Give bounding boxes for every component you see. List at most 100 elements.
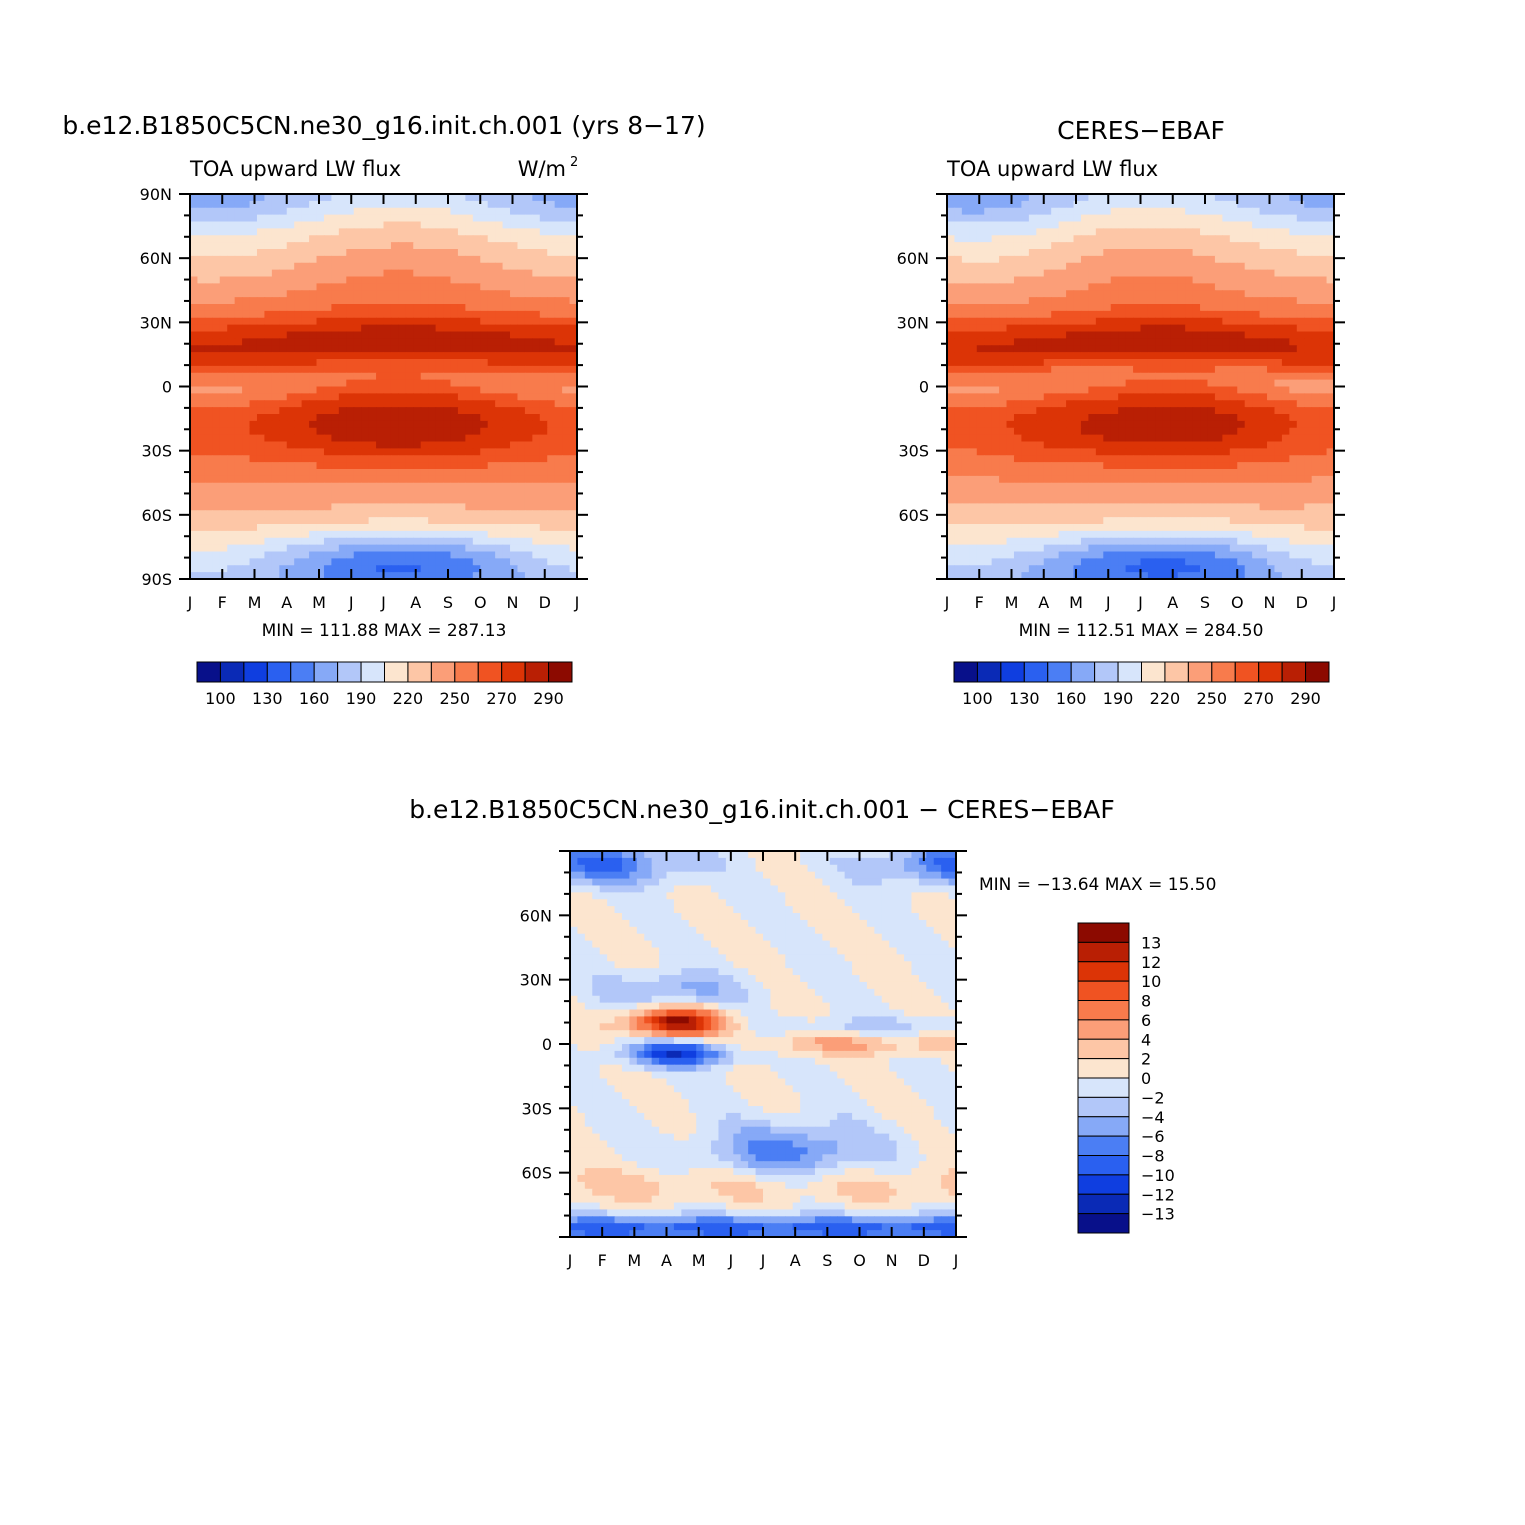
field-cell: [405, 200, 414, 209]
field-cell: [390, 304, 399, 312]
field-cell: [1237, 331, 1246, 339]
field-cell: [562, 200, 571, 209]
field-cell: [1080, 304, 1089, 312]
field-cell: [1103, 221, 1112, 229]
field-cell: [390, 414, 399, 422]
field-cell: [1155, 434, 1164, 443]
field-cell: [1051, 386, 1060, 394]
field-cell: [517, 462, 526, 470]
field-cell: [190, 503, 199, 511]
field-cell: [1013, 207, 1023, 216]
field-cell: [1326, 345, 1335, 353]
field-cell: [502, 551, 511, 559]
field-cell: [1237, 262, 1246, 271]
field-cell: [450, 352, 459, 360]
field-cell: [405, 283, 414, 291]
field-cell: [1133, 194, 1142, 202]
field-cell: [1073, 290, 1082, 298]
field-cell: [457, 255, 466, 264]
field-cell: [1319, 352, 1328, 360]
field-cell: [197, 276, 206, 284]
field-cell: [969, 324, 978, 333]
field-cell: [1200, 386, 1209, 394]
field-cell: [361, 517, 370, 525]
field-cell: [227, 496, 236, 504]
field-cell: [398, 310, 407, 319]
field-cell: [190, 331, 199, 339]
field-cell: [1140, 283, 1149, 291]
field-cell: [517, 249, 526, 257]
field-cell: [1103, 400, 1112, 408]
field-cell: [1192, 214, 1201, 223]
field-cell: [1274, 324, 1283, 333]
field-cell: [249, 365, 258, 374]
field-cell: [495, 407, 504, 415]
field-cell: [212, 359, 221, 367]
field-cell: [1289, 249, 1298, 257]
field-cell: [1118, 434, 1127, 443]
field-cell: [1296, 262, 1305, 271]
field-cell: [398, 283, 407, 291]
field-cell: [524, 386, 533, 394]
field-cell: [1140, 414, 1149, 422]
field-cell: [279, 530, 288, 539]
field-cell: [1185, 283, 1194, 291]
field-cell: [472, 572, 481, 580]
field-cell: [420, 345, 429, 353]
field-cell: [204, 441, 213, 449]
field-cell: [554, 414, 563, 422]
field-cell: [390, 462, 399, 470]
field-cell: [219, 352, 228, 360]
field-cell: [301, 310, 310, 319]
field-cell: [502, 359, 511, 367]
field-cell: [1095, 221, 1104, 229]
field-cell: [1207, 255, 1216, 264]
field-cell: [1185, 194, 1194, 202]
field-cell: [249, 324, 258, 333]
field-cell: [212, 255, 221, 264]
field-cell: [316, 393, 325, 401]
field-cell: [1259, 331, 1268, 339]
field-cell: [234, 269, 243, 278]
field-cell: [502, 242, 511, 250]
field-cell: [457, 524, 466, 532]
field-cell: [1267, 441, 1276, 449]
field-cell: [301, 379, 310, 388]
field-cell: [569, 304, 578, 312]
field-cell: [316, 496, 325, 504]
field-cell: [271, 304, 280, 312]
field-cell: [443, 338, 452, 346]
field-cell: [1036, 345, 1045, 353]
field-cell: [1289, 393, 1298, 401]
field-cell: [249, 331, 258, 339]
field-cell: [1222, 379, 1231, 388]
field-cell: [405, 269, 414, 278]
field-cell: [227, 551, 236, 559]
field-cell: [390, 551, 399, 559]
field-cell: [1080, 365, 1089, 374]
field-cell: [331, 469, 340, 477]
field-cell: [204, 427, 213, 436]
field-cell: [991, 420, 1000, 429]
field-cell: [524, 221, 533, 229]
field-cell: [465, 551, 474, 559]
field-cell: [204, 194, 213, 202]
field-cell: [480, 572, 489, 580]
field-cell: [1229, 276, 1238, 284]
field-cell: [242, 207, 251, 216]
field-cell: [1073, 304, 1082, 312]
field-cell: [376, 228, 385, 236]
field-cell: [443, 255, 452, 264]
field-cell: [219, 207, 228, 216]
field-cell: [502, 331, 511, 339]
field-cell: [1013, 400, 1023, 408]
field-cell: [1296, 304, 1305, 312]
field-cell: [1088, 407, 1097, 415]
field-cell: [1214, 255, 1223, 264]
field-cell: [495, 290, 504, 298]
field-cell: [204, 345, 213, 353]
x-tick-label: M: [312, 593, 326, 612]
field-cell: [1021, 359, 1030, 367]
field-cell: [510, 352, 519, 360]
field-cell: [286, 352, 295, 360]
